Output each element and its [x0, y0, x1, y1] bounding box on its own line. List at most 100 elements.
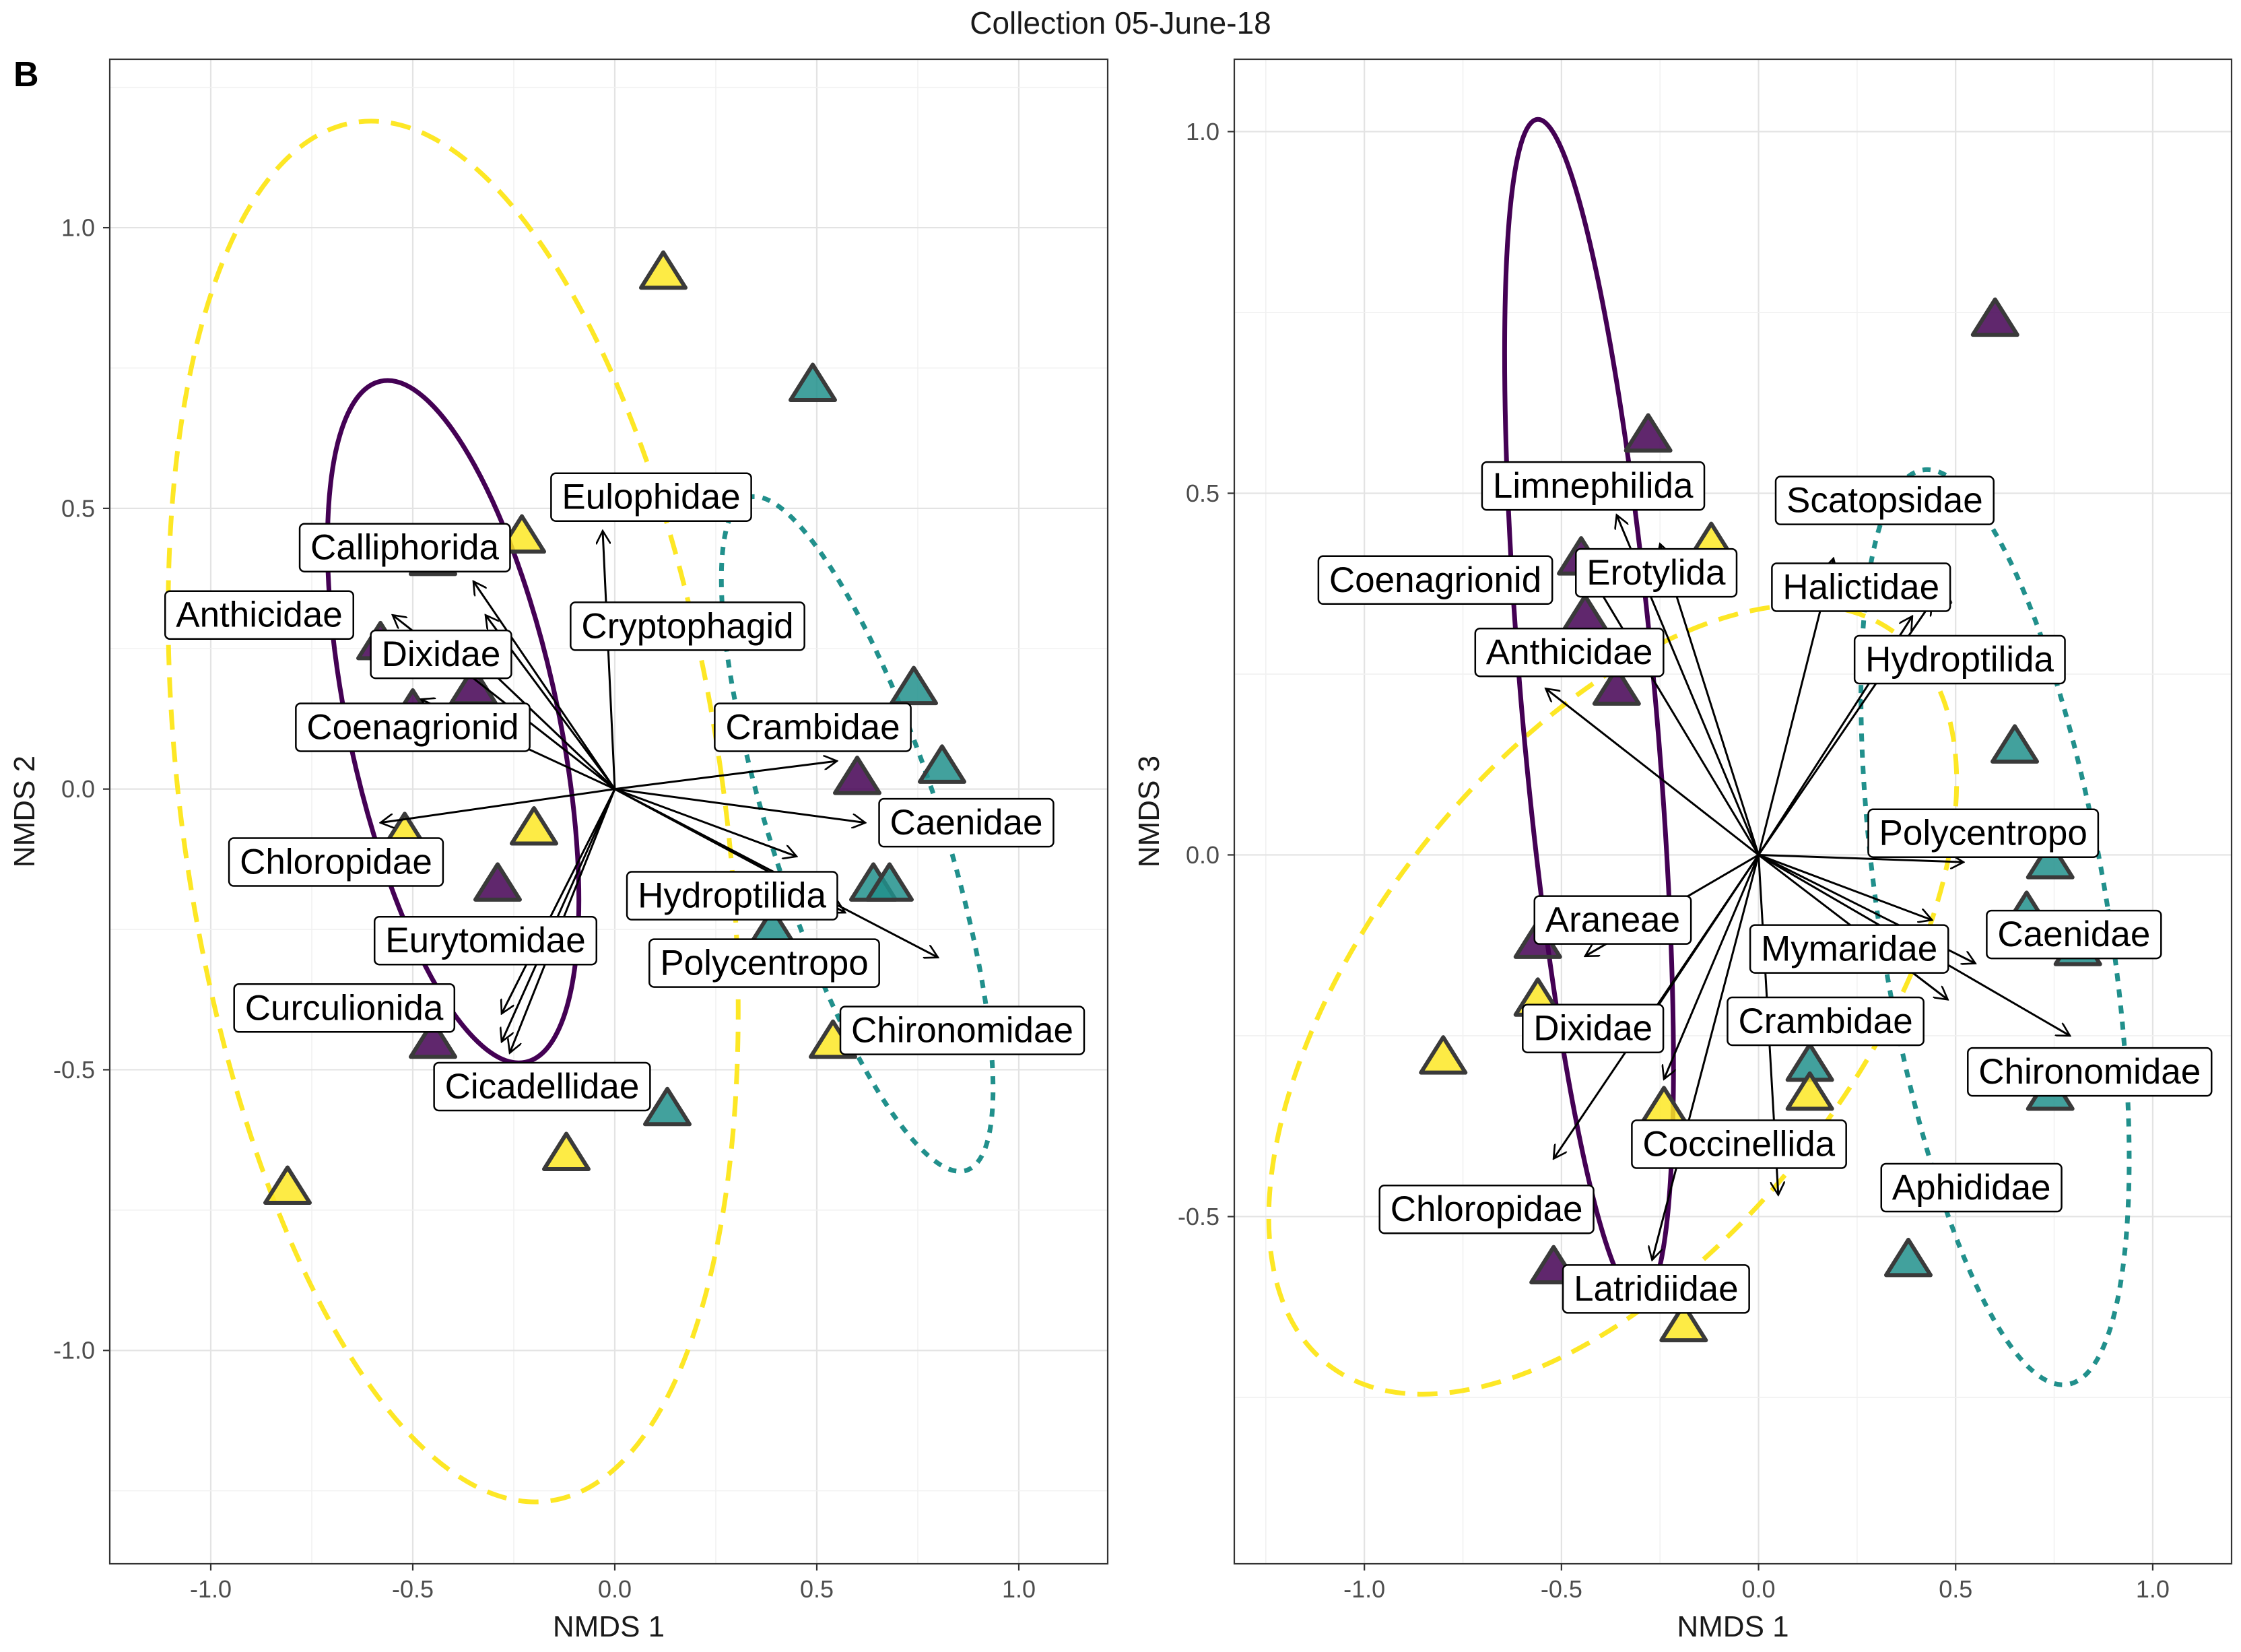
vector-arrow — [1664, 854, 1760, 1079]
vector-label-text: Coccinellida — [1642, 1125, 1835, 1164]
vector-label-box — [1474, 627, 1665, 678]
vector-label-box — [1774, 475, 1995, 525]
y-tick-label: -1.0 — [53, 1337, 95, 1364]
vector-label: Aphididae — [1880, 1162, 2063, 1213]
vector-label: Dixidae — [370, 629, 512, 680]
yellow-group-ellipse — [166, 119, 741, 1505]
vector-label: Cicadellidae — [433, 1061, 651, 1112]
vector-label-box — [373, 915, 598, 966]
vector-label: Latridiidae — [1562, 1264, 1750, 1314]
vector-label-box — [570, 601, 805, 651]
vector-arrow — [603, 531, 616, 789]
vector-label-text: Coenagrionid — [1329, 560, 1541, 600]
vector-label: Coenagrionid — [295, 702, 531, 752]
x-tick-label: 1.0 — [1002, 1575, 1036, 1603]
yellow-sample-point — [1659, 1302, 1708, 1343]
vector-label-box — [164, 590, 355, 640]
vector-arrow — [1758, 854, 1933, 920]
yellow-sample-point — [263, 1165, 312, 1205]
teal-sample-point — [2026, 840, 2075, 880]
vector-label: Hydroptilida — [626, 871, 838, 921]
vector-label: Scatopsidae — [1774, 475, 1995, 525]
vector-label-box — [433, 1061, 651, 1112]
vector-label-box — [1749, 924, 1949, 974]
vector-label: Dixidae — [1522, 1003, 1665, 1053]
vector-label-box — [1533, 895, 1692, 945]
vector-label-box — [1562, 1264, 1750, 1314]
purple-sample-point — [1624, 413, 1673, 453]
purple-sample-point — [833, 755, 881, 795]
vector-label: Chironomidae — [1967, 1047, 2213, 1097]
vector-label: Polycentropo — [648, 938, 880, 988]
vector-label-text: Limnephilida — [1493, 466, 1694, 506]
vector-label: Polycentropo — [1867, 808, 2100, 858]
vector-label: Cryptophagid — [570, 601, 805, 651]
teal-sample-point — [1991, 724, 2040, 764]
axes: -1.0 -0.5 0.0 0.5 1.0 -0.5 0.0 0.5 1.0 NMDS 1 NMDS… — [1133, 118, 2170, 1643]
vector-label-text: Hydroptilida — [1865, 640, 2054, 680]
vector-label-text: Araneae — [1545, 900, 1680, 940]
y-tick-label: -0.5 — [53, 1056, 95, 1084]
vector-arrow — [1652, 855, 1760, 1259]
vector-label: Chloropidae — [1378, 1184, 1595, 1234]
vector-label-box — [878, 797, 1055, 848]
vector-label-text: Chloropidae — [1391, 1189, 1583, 1229]
x-tick-label: 0.0 — [1742, 1575, 1776, 1603]
purple-sample-point — [1560, 594, 1609, 634]
teal-sample-point — [890, 665, 938, 706]
teal-sample-point — [865, 862, 914, 902]
vector-label: Anthicidae — [1474, 627, 1665, 678]
plot-frame — [1233, 58, 2233, 1565]
vector-label-box — [648, 938, 880, 988]
yellow-sample-point — [542, 1131, 591, 1171]
teal-sample-point — [789, 362, 837, 402]
yellow-sample-point — [510, 806, 558, 846]
vector-arrow — [380, 788, 615, 823]
vector-label-text: Crambidae — [725, 707, 900, 747]
vector-label-text: Anthicidae — [1486, 632, 1653, 672]
vector-labels: Limnephilida Scatopsidae Erotylida Coenagri… — [1317, 461, 2213, 1314]
x-axis-title: NMDS 1 — [553, 1610, 665, 1643]
vector-label-text: Crambidae — [1738, 1001, 1912, 1041]
vector-label-box — [1378, 1184, 1595, 1234]
yellow-sample-point — [1640, 1086, 1689, 1125]
vector-label-box — [626, 871, 838, 921]
vector-label-text: Cryptophagid — [581, 606, 793, 646]
vector-label: Coccinellida — [1631, 1119, 1847, 1169]
y-tick-label: 1.0 — [1186, 118, 1219, 145]
vector-label-text: Mymaridae — [1761, 929, 1937, 969]
x-tick-label: -1.0 — [190, 1575, 232, 1603]
vector-label-text: Chironomidae — [851, 1011, 1073, 1051]
vector-label-box — [1481, 461, 1706, 511]
vector-label-text: Coenagrionid — [306, 707, 519, 747]
vector-arrow — [502, 789, 616, 1042]
vector-label: Araneae — [1533, 895, 1692, 945]
vector-arrow — [614, 761, 837, 791]
vector-label-text: Caenidae — [890, 803, 1043, 842]
vector-label-box — [1986, 909, 2162, 960]
vector-arrow — [1545, 688, 1760, 856]
vector-label-text: Halictidae — [1782, 568, 1939, 607]
vector-label-box — [298, 523, 511, 572]
vector-label: Anthicidae — [164, 590, 355, 640]
vector-label-text: Aphididae — [1892, 1168, 2051, 1208]
vector-label-box — [1727, 996, 1925, 1047]
vector-label-text: Dixidae — [1533, 1009, 1652, 1049]
vector-label-box — [1853, 634, 2066, 685]
x-tick-label: -1.0 — [1343, 1575, 1385, 1603]
y-tick-label: 0.5 — [61, 494, 95, 522]
purple-sample-point — [473, 862, 522, 902]
vector-label-text: Cicadellidae — [445, 1067, 640, 1106]
vector-label-text: Dixidae — [382, 634, 501, 674]
purple-sample-point — [1592, 666, 1641, 706]
vector-label-text: Polycentropo — [1879, 814, 2087, 853]
y-tick-label: 0.0 — [1186, 841, 1219, 869]
vector-label-text: Chloropidae — [240, 842, 432, 882]
x-tick-label: -0.5 — [1541, 1575, 1582, 1603]
vector-label-text: Calliphorida — [310, 528, 499, 568]
vector-label: Caenidae — [878, 797, 1055, 848]
vector-label-box — [1867, 808, 2100, 858]
plot-frame — [108, 58, 1109, 1565]
y-tick-label: 0.5 — [1186, 480, 1219, 507]
